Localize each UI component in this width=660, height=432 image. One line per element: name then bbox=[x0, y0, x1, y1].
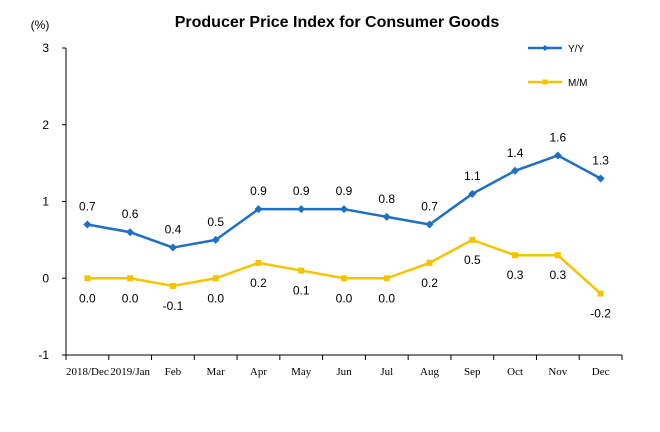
data-label: 0.9 bbox=[250, 184, 267, 198]
x-tick-label: Dec bbox=[592, 366, 610, 378]
data-label: 0.7 bbox=[421, 200, 438, 214]
data-point bbox=[383, 275, 390, 282]
data-label: 0.0 bbox=[207, 291, 224, 305]
data-point bbox=[84, 275, 91, 282]
y-tick-label: 2 bbox=[42, 118, 49, 132]
chart-title: Producer Price Index for Consumer Goods bbox=[175, 14, 500, 31]
data-point bbox=[512, 252, 519, 259]
x-axis-ticks: 2018/Dec 2019/Jan Feb Mar Apr May Jun Jul Aug Sep… bbox=[65, 355, 623, 378]
data-label: 0.9 bbox=[293, 184, 310, 198]
data-label: 0.8 bbox=[378, 192, 395, 206]
x-tick-label: 2018/Dec bbox=[66, 366, 109, 378]
data-point bbox=[553, 151, 562, 160]
legend: Y/Y M/M bbox=[528, 44, 587, 89]
data-point bbox=[298, 267, 305, 274]
legend-item: M/M bbox=[528, 78, 587, 89]
data-point bbox=[83, 220, 92, 229]
series-y-y: 0.7 0.6 0.4 0.5 0.9 0.9 0.9 0.8 0.7 1.1 1.4 1.6 1.3 bbox=[79, 130, 609, 252]
data-point bbox=[341, 275, 347, 282]
data-label: 1.4 bbox=[507, 146, 524, 160]
data-label: 0.0 bbox=[79, 291, 96, 305]
data-label: 0.0 bbox=[122, 291, 139, 305]
data-point bbox=[469, 236, 476, 243]
series-m-m: 0.0 0.0 -0.1 0.0 0.2 0.1 0.0 0.0 0.2 0.5 0.3 0.3 -0.… bbox=[79, 236, 611, 321]
x-tick-label: Aug bbox=[420, 366, 439, 378]
data-point bbox=[169, 282, 176, 289]
data-point bbox=[255, 259, 262, 266]
series-line bbox=[87, 238, 602, 295]
series-layer: 0.70.60.40.50.9 0.9 0.90.80.71.11.41.61.30… bbox=[79, 130, 611, 320]
y-tick-label: 0 bbox=[42, 271, 49, 285]
y-tick-label: -1 bbox=[38, 348, 49, 362]
data-point bbox=[596, 174, 605, 183]
x-tick-label: Nov bbox=[548, 366, 567, 378]
x-tick-label: May bbox=[291, 366, 312, 378]
data-label: -0.2 bbox=[590, 307, 611, 321]
data-label: 0.5 bbox=[207, 215, 224, 229]
data-label: 0.1 bbox=[293, 284, 310, 298]
data-point bbox=[597, 290, 604, 297]
data-label: 0.0 bbox=[378, 291, 395, 305]
data-label: 0.5 bbox=[464, 253, 481, 267]
data-point bbox=[340, 205, 348, 214]
data-label: 1.6 bbox=[550, 130, 567, 144]
legend-label: M/M bbox=[568, 78, 587, 89]
x-tick-label: 2019/Jan bbox=[110, 366, 150, 378]
data-point bbox=[212, 275, 219, 282]
x-tick-label: Oct bbox=[507, 366, 523, 378]
data-point bbox=[127, 275, 134, 282]
data-point bbox=[211, 235, 220, 244]
data-label: 0.0 bbox=[336, 291, 353, 305]
data-label: 0.3 bbox=[507, 268, 524, 282]
data-point bbox=[382, 212, 391, 221]
data-point bbox=[468, 189, 477, 198]
data-label: 0.6 bbox=[122, 207, 139, 221]
y-axis-label: (%) bbox=[31, 18, 50, 32]
data-point bbox=[426, 259, 433, 266]
data-label: 0.4 bbox=[165, 223, 182, 237]
data-label: 0.9 bbox=[336, 184, 353, 198]
data-point bbox=[297, 205, 306, 214]
data-point bbox=[126, 228, 135, 237]
data-point bbox=[511, 166, 520, 175]
legend-label: Y/Y bbox=[568, 44, 584, 55]
y-axis-ticks: 3 2 1 0 -1 bbox=[38, 41, 66, 362]
data-label: 0.3 bbox=[550, 268, 567, 282]
data-point bbox=[254, 205, 263, 214]
x-tick-label: Mar bbox=[207, 366, 226, 378]
data-label: 1.3 bbox=[592, 153, 609, 167]
data-label: 0.2 bbox=[421, 276, 438, 290]
data-label: 0.2 bbox=[250, 276, 267, 290]
data-point bbox=[425, 220, 434, 229]
data-point bbox=[554, 252, 561, 259]
y-tick-label: 3 bbox=[42, 41, 49, 55]
axes bbox=[65, 48, 622, 356]
x-tick-label: Apr bbox=[250, 366, 267, 378]
x-tick-label: Jun bbox=[336, 366, 352, 378]
x-tick-label: Jul bbox=[380, 366, 393, 378]
data-point bbox=[168, 243, 177, 252]
y-tick-label: 1 bbox=[42, 195, 49, 209]
x-tick-label: Feb bbox=[165, 366, 182, 378]
data-label: -0.1 bbox=[163, 299, 184, 313]
x-tick-label: Sep bbox=[464, 366, 481, 378]
legend-swatch-marker bbox=[542, 79, 548, 85]
data-label: 0.7 bbox=[79, 200, 96, 214]
data-label: 1.1 bbox=[464, 169, 481, 183]
legend-item: Y/Y bbox=[528, 44, 584, 55]
legend-swatch-marker bbox=[542, 45, 548, 51]
